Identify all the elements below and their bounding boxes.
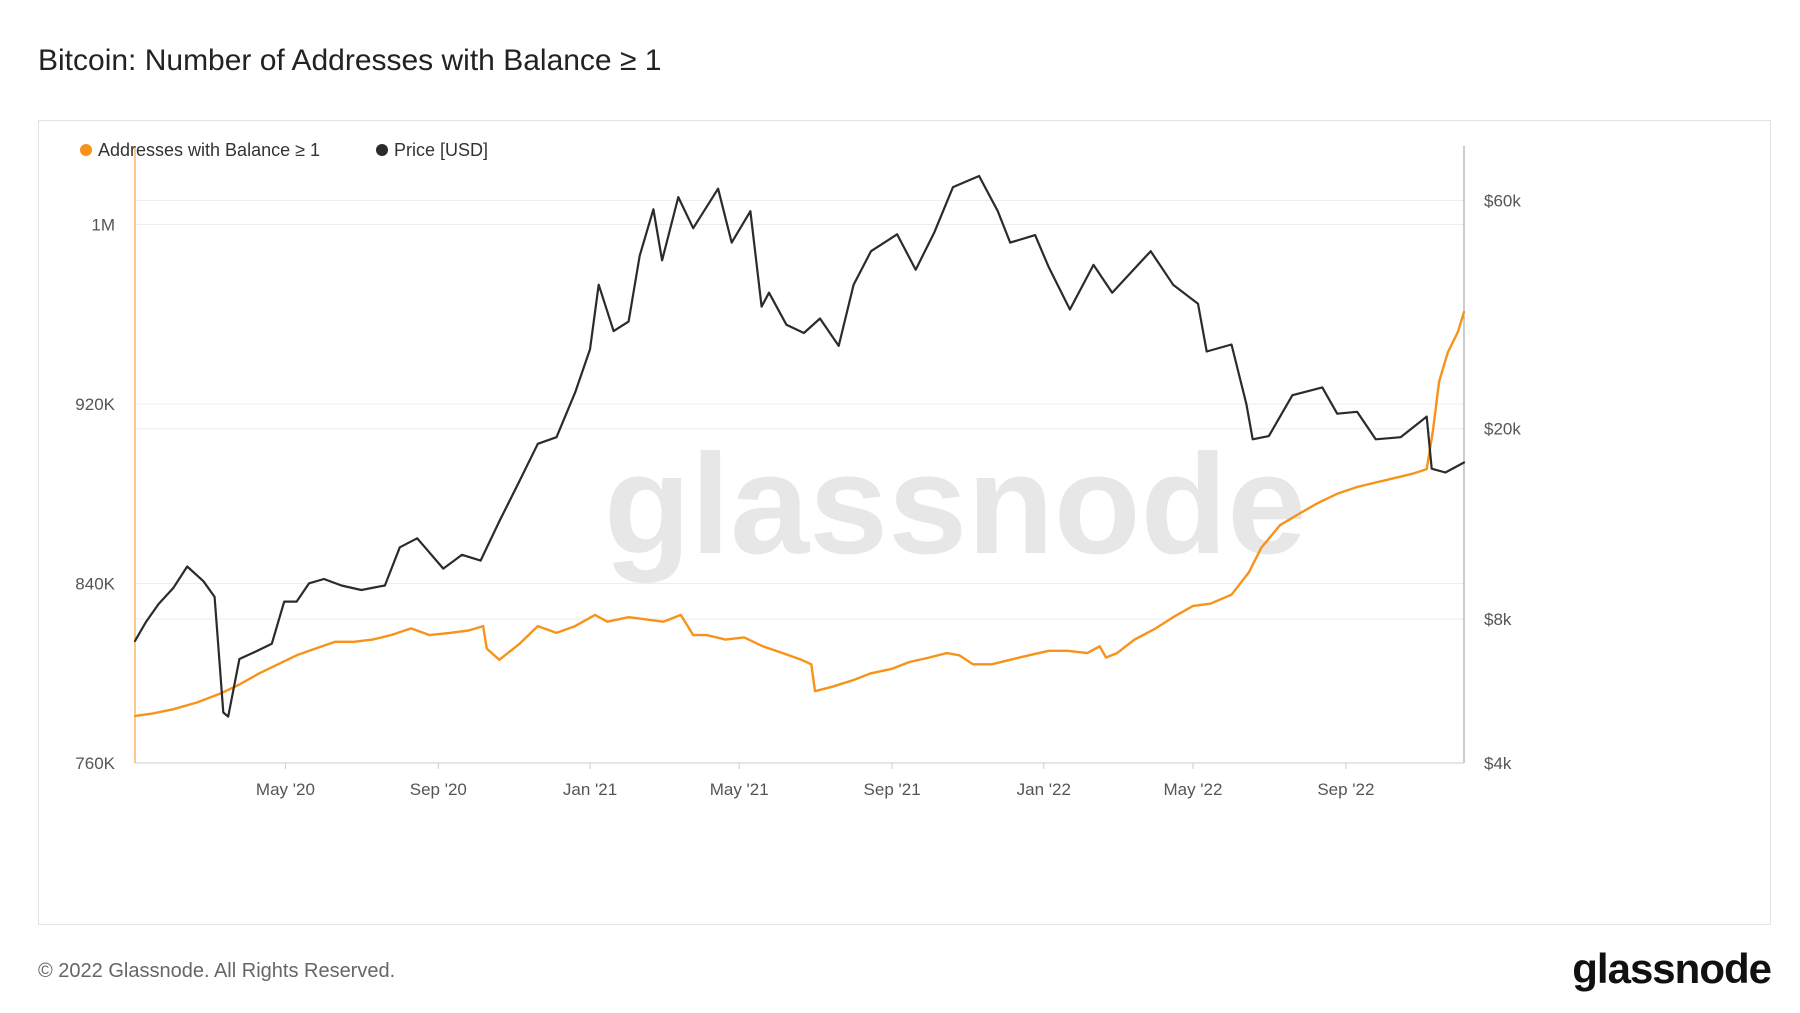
y-right-tick-label: $20k <box>1484 420 1521 439</box>
x-tick-label: Jan '21 <box>563 780 617 799</box>
legend-label-price: Price [USD] <box>394 140 488 160</box>
y-right-tick-label: $4k <box>1484 754 1512 773</box>
y-right-tick-label: $60k <box>1484 191 1521 210</box>
x-tick-label: Sep '21 <box>864 780 921 799</box>
x-tick-label: May '20 <box>256 780 315 799</box>
x-tick-label: May '22 <box>1163 780 1222 799</box>
y-right-tick-label: $8k <box>1484 610 1512 629</box>
chart-svg: glassnode 760K 840K 920K 1M $4k $8k $20k $60k Ma… <box>75 140 1521 799</box>
watermark: glassnode <box>604 425 1306 584</box>
legend-item-price[interactable]: Price [USD] <box>376 140 488 160</box>
legend-label-addresses: Addresses with Balance ≥ 1 <box>98 140 320 160</box>
chart-frame: glassnode 760K 840K 920K 1M $4k $8k $20k $60k Ma… <box>38 120 1771 925</box>
x-tick-label: Sep '20 <box>410 780 467 799</box>
x-tick-label: Sep '22 <box>1317 780 1374 799</box>
footer-copyright: © 2022 Glassnode. All Rights Reserved. <box>38 960 396 982</box>
series-layer <box>133 174 1466 718</box>
y-left-tick-label: 1M <box>91 216 115 235</box>
watermark-layer: glassnode <box>604 425 1306 584</box>
y-left-tick-label: 760K <box>75 754 115 773</box>
page-title: Bitcoin: Number of Addresses with Balanc… <box>38 44 662 77</box>
legend-swatch-addresses <box>80 144 92 156</box>
series-line-price <box>133 174 1466 718</box>
series-line-addresses <box>133 310 1466 718</box>
x-tick-label: Jan '22 <box>1017 780 1071 799</box>
footer-logo[interactable]: glassnode <box>1572 945 1772 992</box>
legend-swatch-price <box>376 144 388 156</box>
legend: Addresses with Balance ≥ 1 Price [USD] <box>80 140 488 160</box>
y-left-tick-label: 920K <box>75 395 115 414</box>
legend-item-addresses[interactable]: Addresses with Balance ≥ 1 <box>80 140 320 160</box>
axis-layer: 760K 840K 920K 1M $4k $8k $20k $60k May '20 Sep '… <box>75 146 1521 799</box>
y-left-tick-label: 840K <box>75 575 115 594</box>
x-tick-label: May '21 <box>710 780 769 799</box>
